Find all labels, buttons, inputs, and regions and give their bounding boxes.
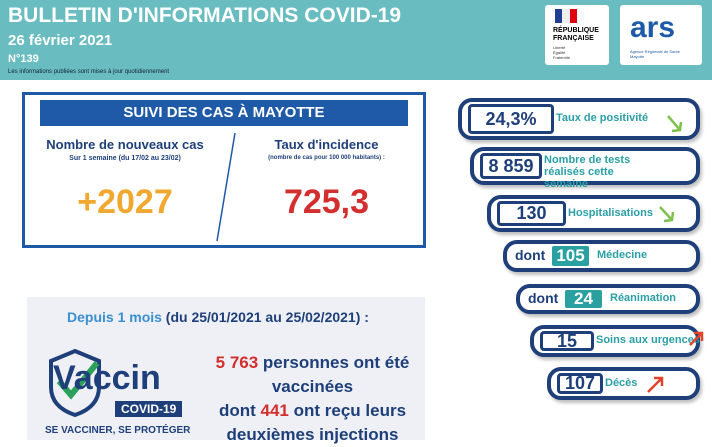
logo-republique: RÉPUBLIQUE FRANÇAISE Liberté Égalité Fra… <box>545 5 609 65</box>
period-lead: Depuis 1 mois <box>67 309 162 325</box>
vaccine-tag: COVID-19 <box>115 401 183 417</box>
new-cases-label: Nombre de nouveaux cas <box>46 137 204 152</box>
ars-text: ars <box>630 11 676 44</box>
vaccine-slogan: SE VACCINER, SE PROTÉGER <box>45 425 191 436</box>
indicator-value: 105 <box>552 246 589 266</box>
indicator-value: 24 <box>565 290 602 308</box>
indicator-value: 130 <box>497 201 566 226</box>
note: Les informations publiées sont mises à j… <box>8 69 170 75</box>
logo-motto: Liberté Égalité Fraternité <box>553 45 571 60</box>
indicator-label: Nombre de tests réalisés cette semaine <box>544 154 631 190</box>
flag <box>555 9 577 23</box>
indicator: 8 859 Nombre de tests réalisés cette sema… <box>470 147 700 190</box>
vaccine-period: Depuis 1 mois (du 25/01/2021 au 25/02/20… <box>67 309 369 325</box>
second-count: 441 <box>260 401 289 420</box>
new-cases-period: Sur 1 semaine (du 17/02 au 23/02) <box>69 155 181 162</box>
indicator-label: Taux de positivité <box>556 112 649 124</box>
incidence-label: Taux d'incidence <box>274 137 379 152</box>
vaccine-count-text: personnes ont été vaccinées <box>258 353 415 396</box>
indicator-prefix: dont <box>515 247 546 263</box>
vaccine-text: 5 763 personnes ont été vaccinées dont 44… <box>205 351 420 447</box>
cases-box: SUIVI DES CAS À MAYOTTE Nombre de nouvea… <box>22 92 426 248</box>
incidence-value: 725,3 <box>283 183 370 221</box>
indicator-label: Décès <box>605 376 638 389</box>
indicator: 24,3% Taux de positivité <box>458 98 700 140</box>
vaccine-box: Depuis 1 mois (du 25/01/2021 au 25/02/20… <box>27 297 425 444</box>
indicator: dont 24 Réanimation <box>516 284 700 314</box>
ars-sub: Agence Régionale de Santé Mayotte <box>630 49 680 59</box>
cases-title: SUIVI DES CAS À MAYOTTE <box>40 100 408 126</box>
logo-text: RÉPUBLIQUE FRANÇAISE <box>553 27 599 42</box>
indicator: 130 Hospitalisations <box>487 195 700 232</box>
new-cases-value: +2027 <box>77 183 173 221</box>
header: BULLETIN D'INFORMATIONS COVID-19 26 févr… <box>0 0 712 80</box>
logo-ars: ars Agence Régionale de Santé Mayotte <box>620 5 702 65</box>
vaccine-count: 5 763 <box>215 353 259 372</box>
indicator: 107 Décès <box>547 367 700 400</box>
incidence-note: (nombre de cas pour 100 000 habitants) : <box>268 155 385 161</box>
indicator-prefix: dont <box>528 290 559 306</box>
shield <box>49 348 101 417</box>
indicator-label: Médecine <box>597 249 648 261</box>
second-text: ont reçu leurs deuxièmes injections <box>226 401 411 444</box>
divider <box>216 132 236 242</box>
indicator-value: 24,3% <box>468 104 554 134</box>
indicator-value: 107 <box>557 373 603 394</box>
date: 26 février 2021 <box>8 32 113 49</box>
title: BULLETIN D'INFORMATIONS COVID-19 <box>8 4 402 27</box>
indicator-value: 8 859 <box>480 153 542 179</box>
period-rest: (du 25/01/2021 au 25/02/2021) : <box>161 309 369 325</box>
indicator-value: 15 <box>540 331 594 351</box>
vaccine-word: Vaccin <box>53 359 161 397</box>
number: N°139 <box>8 53 39 65</box>
indicator: 15 Soins aux urgences <box>530 325 700 357</box>
indicator-label: Soins aux urgences <box>596 334 700 346</box>
indicator-label: Hospitalisations <box>568 206 653 219</box>
indicator: dont 105 Médecine <box>503 240 700 272</box>
second-lead: dont <box>218 401 261 420</box>
indicator-label: Réanimation <box>610 292 677 304</box>
